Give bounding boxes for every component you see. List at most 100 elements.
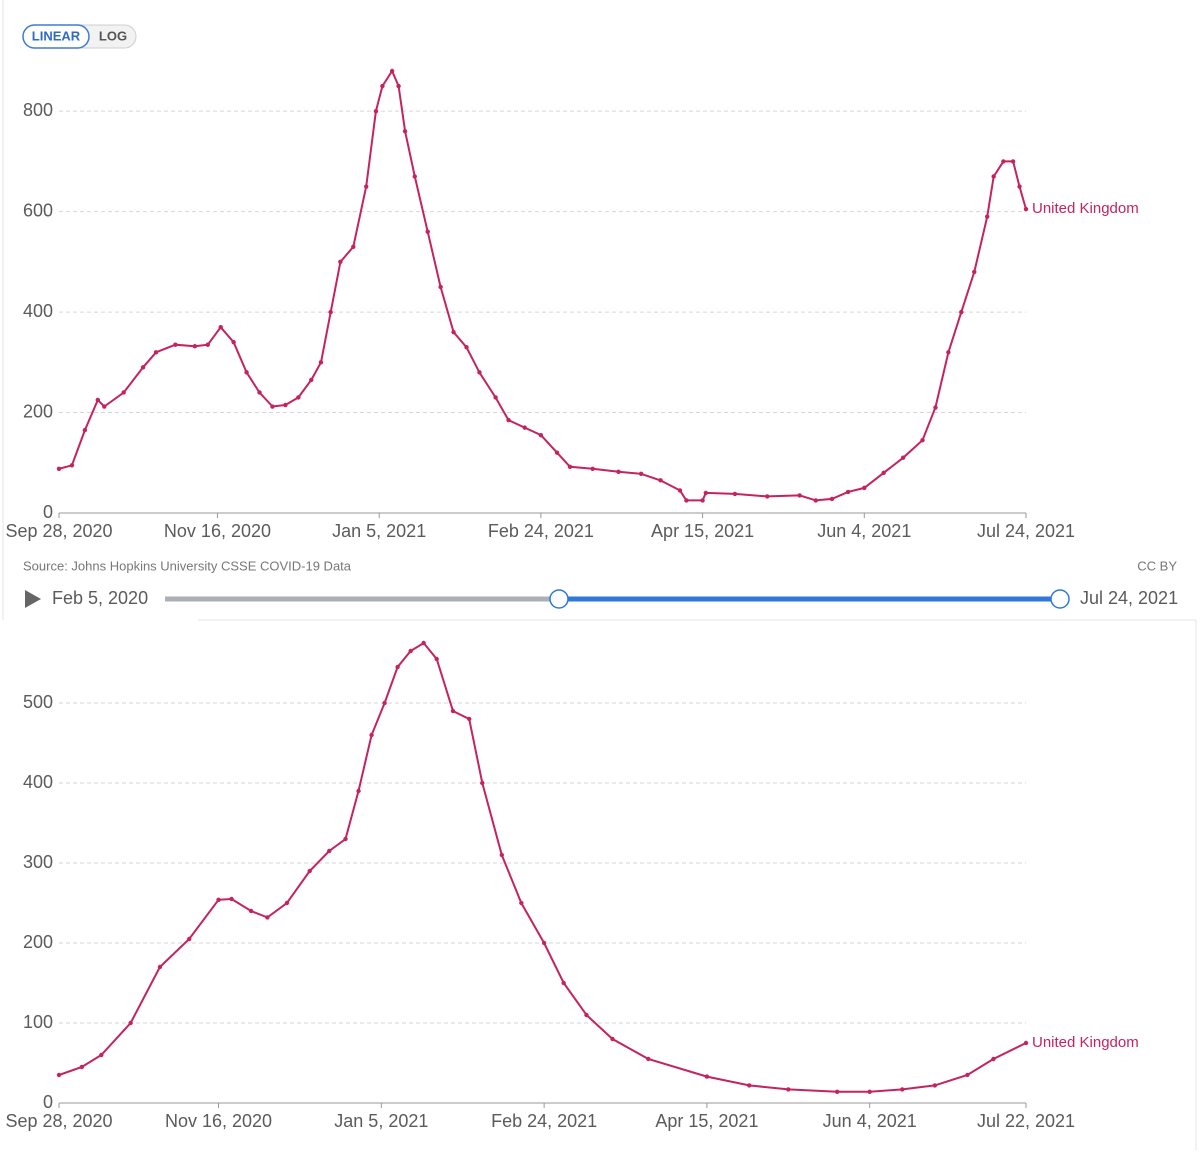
data-point <box>265 915 270 920</box>
x-tick-label: Sep 28, 2020 <box>5 521 112 541</box>
data-point <box>270 404 275 409</box>
data-point <box>610 1036 615 1042</box>
x-tick-label: Jul 24, 2021 <box>977 521 1075 541</box>
data-point <box>590 466 595 471</box>
data-point <box>192 344 198 349</box>
data-point <box>102 404 107 409</box>
play-button[interactable] <box>25 590 41 608</box>
data-point <box>972 269 977 275</box>
data-point <box>402 129 408 134</box>
data-point <box>677 488 683 493</box>
y-tick-label: 100 <box>23 1012 53 1032</box>
data-point <box>153 350 159 355</box>
x-tick-label: Jul 22, 2021 <box>977 1111 1075 1131</box>
data-point <box>703 490 709 496</box>
data-point <box>493 395 498 400</box>
data-point <box>732 491 738 497</box>
data-point <box>684 498 689 503</box>
data-point <box>343 836 348 842</box>
data-point <box>307 868 312 874</box>
data-point <box>1023 206 1029 212</box>
x-tick-label: Feb 24, 2021 <box>488 521 594 541</box>
data-point <box>845 489 851 495</box>
data-point <box>567 464 573 469</box>
data-point <box>382 700 387 706</box>
data-point <box>421 640 426 646</box>
slider-end: Jul 24, 2021 <box>1080 588 1178 608</box>
y-tick-label: 0 <box>43 502 53 522</box>
y-tick-label: 300 <box>23 852 53 872</box>
data-point <box>396 83 401 89</box>
y-tick-label: 400 <box>23 772 53 792</box>
data-point <box>205 342 210 347</box>
y-tick-label: 800 <box>23 100 53 120</box>
data-point <box>69 463 75 468</box>
log-label[interactable]: LOG <box>99 28 127 43</box>
x-tick-label: Nov 16, 2020 <box>164 521 271 541</box>
data-point <box>99 1052 104 1058</box>
y-tick-label: 600 <box>23 200 53 220</box>
x-tick-label: Jun 4, 2021 <box>817 521 911 541</box>
data-point <box>438 284 443 290</box>
data-point <box>318 360 324 365</box>
x-tick-label: Apr 15, 2021 <box>655 1111 758 1131</box>
y-tick-label: 400 <box>23 301 53 321</box>
data-point <box>616 469 621 475</box>
data-point <box>765 494 770 499</box>
data-point <box>229 896 234 902</box>
data-point <box>140 365 146 370</box>
data-point <box>933 405 938 410</box>
data-point <box>412 174 417 179</box>
series-label: United Kingdom <box>1032 1034 1139 1051</box>
data-point <box>327 848 332 854</box>
data-point <box>56 1072 62 1078</box>
data-point <box>450 708 456 714</box>
slider-handle[interactable] <box>1050 589 1070 609</box>
data-point <box>506 417 511 423</box>
data-point <box>95 397 101 403</box>
data-point <box>991 174 996 179</box>
data-point <box>231 340 236 345</box>
data-point <box>867 1089 872 1095</box>
linear-label[interactable]: LINEAR <box>32 28 81 43</box>
data-point <box>1001 159 1006 164</box>
slider-start: Feb 5, 2020 <box>52 588 148 608</box>
data-point <box>395 664 400 670</box>
y-tick-label: 0 <box>43 1092 53 1112</box>
source: Source: Johns Hopkins University CSSE CO… <box>23 558 352 573</box>
data-point <box>283 402 288 408</box>
data-point <box>829 496 835 502</box>
data-point <box>813 498 818 503</box>
data-point <box>700 498 705 503</box>
data-point <box>519 900 524 906</box>
data-point <box>900 455 906 460</box>
data-point <box>834 1089 840 1095</box>
scale-toggle: LINEAR LOG <box>22 24 137 49</box>
data-point <box>356 788 361 794</box>
data-point <box>881 470 886 476</box>
data-point <box>79 1064 84 1070</box>
y-tick-label: 200 <box>23 401 53 421</box>
data-point <box>862 485 867 491</box>
data-point <box>248 908 254 914</box>
data-point <box>959 309 964 315</box>
data-point <box>216 897 221 902</box>
data-point <box>56 466 62 471</box>
data-point <box>991 1056 996 1062</box>
data-point <box>499 852 505 858</box>
data-point <box>584 1012 589 1018</box>
data-point <box>1010 159 1016 164</box>
data-point <box>121 390 126 395</box>
data-point <box>173 342 178 347</box>
x-tick-label: Jan 5, 2021 <box>334 1111 428 1131</box>
data-point <box>646 1056 651 1062</box>
y-tick-label: 500 <box>23 692 53 712</box>
data-point <box>984 214 990 219</box>
slider-handle[interactable] <box>549 589 569 609</box>
data-point <box>244 370 249 375</box>
license: CC BY <box>1137 558 1177 573</box>
data-point <box>747 1083 752 1088</box>
linear-button[interactable] <box>22 24 90 49</box>
data-point <box>364 184 369 189</box>
